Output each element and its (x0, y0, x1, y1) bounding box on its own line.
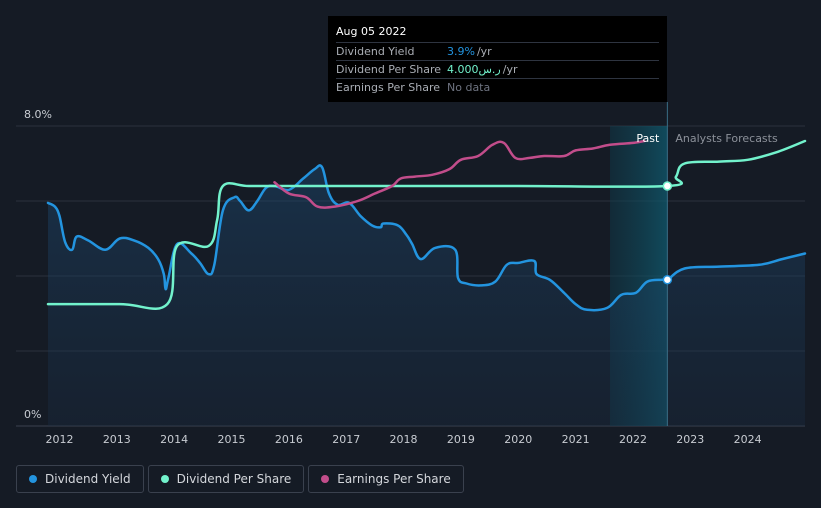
tooltip-date: Aug 05 2022 (336, 25, 407, 38)
tooltip-row-dividend-yield: Dividend Yield 3.9% /yr (336, 42, 659, 60)
y-tick-label: 8.0% (24, 108, 52, 121)
tooltip-label: Dividend Yield (336, 45, 415, 58)
tooltip-suffix: /yr (476, 45, 492, 58)
x-tick-label: 2024 (734, 433, 762, 446)
tooltip-suffix: /yr (502, 63, 518, 76)
earnings-per-share-line (273, 139, 646, 209)
area-fills (48, 165, 805, 427)
x-tick-label: 2016 (275, 433, 303, 446)
x-tick-label: 2019 (447, 433, 475, 446)
dividend-per-share-line (46, 139, 807, 310)
tooltip-label: Earnings Per Share (336, 81, 441, 94)
tooltip-row-earnings-per-share: Earnings Per Share No data (336, 78, 659, 96)
legend-dot-icon (321, 475, 330, 483)
x-tick-label: 2013 (103, 433, 131, 446)
series-lines (46, 139, 807, 312)
legend-item-dividend-per-share[interactable]: Dividend Per Share (147, 465, 305, 493)
legend-label: Dividend Per Share (176, 472, 292, 486)
tooltip-value: 4.000ر.س (447, 63, 501, 76)
legend-label: Earnings Per Share (337, 472, 451, 486)
dividend-per-share-marker (662, 181, 673, 191)
legend-label: Dividend Yield (45, 472, 131, 486)
x-tick-label: 2022 (619, 433, 647, 446)
tooltip: Aug 05 2022 Dividend Yield 3.9% /yr Divi… (328, 16, 667, 102)
tooltip-value: 3.9% (447, 45, 475, 58)
x-tick-label: 2021 (562, 433, 590, 446)
x-tick-label: 2023 (676, 433, 704, 446)
past-label: Past (636, 132, 660, 145)
legend-dot-icon (160, 475, 169, 483)
dividend-yield-area (48, 165, 805, 427)
legend-item-earnings-per-share[interactable]: Earnings Per Share (308, 465, 464, 493)
legend-dot-icon (29, 475, 37, 483)
x-tick-label: 2015 (218, 433, 246, 446)
x-tick-label: 2018 (390, 433, 418, 446)
x-tick-label: 2017 (332, 433, 360, 446)
y-tick-label: 0% (24, 408, 41, 421)
x-tick-label: 2014 (160, 433, 188, 446)
dividend-yield-marker (662, 275, 673, 285)
x-tick-label: 2012 (45, 433, 73, 446)
tooltip-label: Dividend Per Share (336, 63, 442, 76)
x-tick-label: 2020 (504, 433, 532, 446)
legend-item-dividend-yield[interactable]: Dividend Yield (16, 465, 144, 493)
forecast-label: Analysts Forecasts (675, 132, 778, 145)
legend: Dividend Yield Dividend Per Share Earnin… (16, 465, 464, 493)
axis-labels: 8.0% 0% 2012 2013 2014 2015 2016 2017 2018 2019 20… (24, 108, 762, 446)
tooltip-value: No data (447, 81, 491, 94)
markers (662, 181, 673, 285)
tooltip-row-dividend-per-share: Dividend Per Share 4.000ر.س /yr (336, 60, 659, 78)
